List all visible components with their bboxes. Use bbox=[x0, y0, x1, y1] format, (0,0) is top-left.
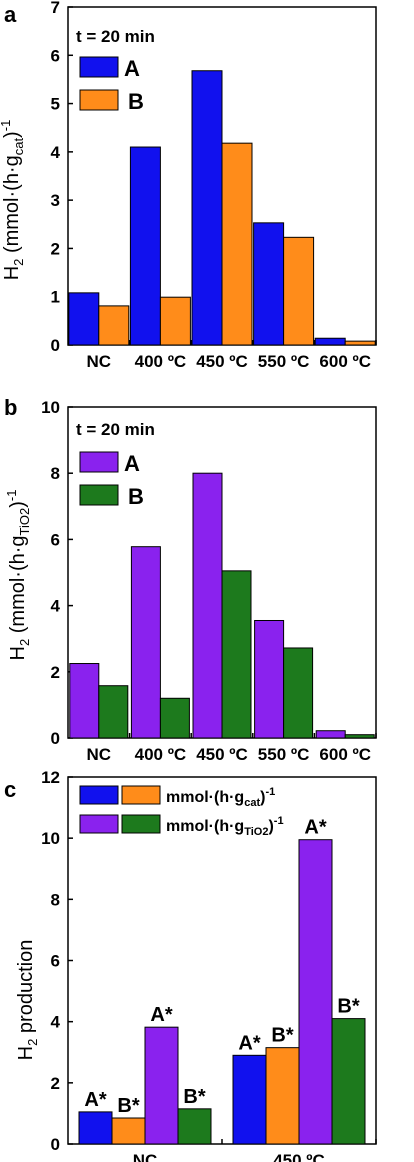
panel-c-y-tick-label: 10 bbox=[41, 829, 60, 848]
panel-b-y-tick-label: 4 bbox=[51, 597, 61, 616]
legend-swatch-a-series-b bbox=[79, 89, 119, 111]
panel-c-bar bbox=[265, 1047, 300, 1145]
panel-c-bar bbox=[78, 1111, 113, 1145]
panel-b-bar bbox=[159, 697, 190, 739]
legend-swatch-b-series-b bbox=[79, 484, 119, 506]
panel-a-x-tick-label: NC bbox=[87, 352, 112, 371]
panel-a-y-tick-label: 3 bbox=[51, 191, 60, 210]
legend-label-a-series-b: B bbox=[128, 89, 144, 114]
panel-b-bar bbox=[221, 570, 252, 739]
panel-a-y-tick-label: 2 bbox=[51, 239, 60, 258]
panel-a-bar bbox=[191, 70, 223, 346]
svg-text:H2 (mmol·(h·gcat)-1: H2 (mmol·(h·gcat)-1 bbox=[0, 120, 26, 281]
panel-c-y-tick-label: 6 bbox=[51, 952, 60, 971]
panel-c-bar-label: A* bbox=[84, 1089, 106, 1111]
panel-a-y-tick-label: 4 bbox=[51, 143, 61, 162]
panel-c-letter: c bbox=[4, 777, 16, 802]
panel-b-y-tick-label: 2 bbox=[51, 663, 60, 682]
panel-b-x-tick-label: 550 ºC bbox=[258, 745, 310, 764]
panel-a-bar bbox=[221, 142, 253, 346]
panel-a-bar bbox=[283, 236, 315, 346]
panel-c-bar-label: A* bbox=[304, 817, 326, 839]
panel-a-x-tick-label: 450 ºC bbox=[196, 352, 248, 371]
legend-label-a-series-a: A bbox=[124, 56, 140, 81]
panel-a-bar bbox=[159, 296, 191, 346]
panel-b-bar bbox=[130, 546, 161, 739]
legend-label-b-series-b: B bbox=[128, 484, 144, 509]
panel-c-bar bbox=[111, 1117, 146, 1145]
panel-c-x-tick-label: 450 ºC bbox=[273, 1151, 325, 1162]
panel-b-x-tick-label: 400 ºC bbox=[135, 745, 187, 764]
panel-a-bar bbox=[344, 340, 376, 346]
panel-c-bar-label: B* bbox=[337, 996, 359, 1018]
panel-b-bar bbox=[98, 685, 129, 739]
panel-c-bar bbox=[177, 1108, 212, 1145]
legend-swatch-b-series-a bbox=[79, 451, 119, 473]
legend-label-c-per-gtio2: mmol·(h·gTiO2)-1 bbox=[166, 815, 284, 838]
panel-c-bar-label: A* bbox=[150, 1004, 172, 1026]
panel-c-bar-label: B* bbox=[183, 1086, 205, 1108]
panel-a-bar bbox=[314, 337, 346, 346]
panel-c-y-tick-label: 4 bbox=[51, 1013, 61, 1032]
legend-label-c-per-gcat: mmol·(h·gcat)-1 bbox=[166, 786, 275, 809]
panel-c-x-tick-label: NC bbox=[133, 1151, 158, 1162]
panel-b-x-tick-label: NC bbox=[87, 745, 112, 764]
legend-swatch-c-b-cat bbox=[121, 785, 161, 805]
panel-c-y-axis-label: H2 production bbox=[15, 940, 40, 1061]
panel-a-y-tick-label: 6 bbox=[51, 46, 60, 65]
panel-a-y-tick-label: 5 bbox=[51, 95, 60, 114]
panel-b-y-axis-label: H2 (mmol·(h·gTiO2)-1 bbox=[4, 490, 32, 661]
legend-swatch-a-series-a bbox=[79, 56, 119, 78]
panel-c-bar bbox=[232, 1054, 267, 1145]
panel-b-bar bbox=[283, 647, 314, 739]
legend-label-b-series-a: A bbox=[124, 451, 140, 476]
panel-b-x-tick-label: 450 ºC bbox=[196, 745, 248, 764]
panel-a-y-axis-label: H2 (mmol·(h·gcat)-1 bbox=[0, 120, 26, 281]
svg-text:H2 production: H2 production bbox=[15, 940, 40, 1061]
chart-panel-b: b H2 (mmol·(h·gTiO2)-1 0 2 4 6 8 10 NC 400 ºC 45… bbox=[4, 395, 377, 764]
panel-a-bar bbox=[129, 146, 161, 346]
panel-c-bar-label: B* bbox=[271, 1025, 293, 1047]
panel-a-x-tick-label: 550 ºC bbox=[258, 352, 310, 371]
legend-swatch-c-a-cat bbox=[79, 785, 119, 805]
panel-b-bar bbox=[254, 619, 285, 739]
chart-panel-a: a H2 (mmol·(h·gcat)-1 0 1 2 3 4 5 6 7 NC 400 ºC 45… bbox=[0, 0, 377, 371]
panel-b-y-tick-label: 10 bbox=[41, 398, 60, 417]
panel-a-x-tick-label: 400 ºC bbox=[135, 352, 187, 371]
svg-text:H2 (mmol·(h·gTiO2)-1: H2 (mmol·(h·gTiO2)-1 bbox=[4, 490, 32, 661]
panel-b-note: t = 20 min bbox=[76, 420, 155, 439]
legend-swatch-c-b-tio2 bbox=[121, 814, 161, 834]
panel-a-y-tick-label: 7 bbox=[51, 0, 60, 17]
panel-c-bar bbox=[144, 1026, 179, 1145]
panel-c-bar bbox=[298, 839, 333, 1145]
panel-c-y-tick-label: 2 bbox=[51, 1074, 60, 1093]
panel-c-y-tick-label: 12 bbox=[41, 768, 60, 787]
panel-b-bar bbox=[192, 472, 223, 739]
panel-b-bar bbox=[315, 730, 346, 739]
panel-b-bar bbox=[344, 734, 375, 739]
panel-b-bar bbox=[69, 663, 100, 739]
panel-b-y-tick-label: 6 bbox=[51, 530, 60, 549]
panel-a-bar bbox=[253, 222, 285, 346]
panel-a-note: t = 20 min bbox=[76, 27, 155, 46]
panel-c-y-tick-label: 0 bbox=[51, 1135, 60, 1154]
panel-a-bar bbox=[68, 292, 100, 346]
panel-a-bar bbox=[98, 305, 130, 346]
panel-b-y-tick-label: 8 bbox=[51, 464, 60, 483]
panel-a-y-tick-label: 1 bbox=[51, 288, 60, 307]
panel-c-y-tick-label: 8 bbox=[51, 890, 60, 909]
chart-panel-c: c H2 production 0 2 4 6 8 10 12 NC A* B* A* B* 450 º… bbox=[4, 768, 377, 1162]
panel-a-x-tick-label: 600 ºC bbox=[319, 352, 371, 371]
panel-a-letter: a bbox=[4, 2, 17, 27]
panel-b-letter: b bbox=[4, 395, 17, 420]
panel-c-bar-label: B* bbox=[117, 1095, 139, 1117]
panel-c-bar bbox=[331, 1018, 366, 1145]
legend-swatch-c-a-tio2 bbox=[79, 814, 119, 834]
panel-a-y-tick-label: 0 bbox=[51, 336, 60, 355]
panel-b-y-tick-label: 0 bbox=[51, 729, 60, 748]
panel-c-bar-label: A* bbox=[238, 1032, 260, 1054]
panel-b-x-tick-label: 600 ºC bbox=[319, 745, 371, 764]
